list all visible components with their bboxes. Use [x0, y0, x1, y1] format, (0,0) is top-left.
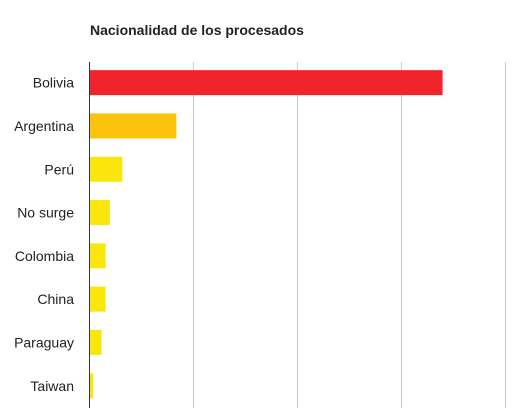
category-label-argentina: Argentina — [14, 118, 74, 134]
bar-china[interactable] — [90, 286, 106, 312]
gridlines — [193, 62, 506, 408]
category-label-paraguay: Paraguay — [14, 334, 74, 350]
bar-no-surge[interactable] — [90, 200, 110, 226]
bar-taiwan[interactable] — [90, 373, 94, 399]
bar-paraguay[interactable] — [90, 329, 102, 355]
bar-colombia[interactable] — [90, 243, 106, 269]
bar-peru[interactable] — [90, 156, 123, 182]
category-label-no-surge: No surge — [17, 205, 74, 221]
category-label-china: China — [37, 291, 74, 307]
category-label-colombia: Colombia — [15, 248, 74, 264]
bar-bolivia[interactable] — [90, 70, 443, 96]
bar-argentina[interactable] — [90, 113, 177, 139]
chart-title: Nacionalidad de los procesados — [90, 22, 304, 38]
category-labels: Bolivia Argentina Perú No surge Colombia Chin… — [14, 75, 74, 394]
category-label-taiwan: Taiwan — [30, 378, 74, 394]
category-label-bolivia: Bolivia — [33, 75, 74, 91]
category-label-peru: Perú — [44, 161, 74, 177]
bars — [90, 70, 443, 399]
